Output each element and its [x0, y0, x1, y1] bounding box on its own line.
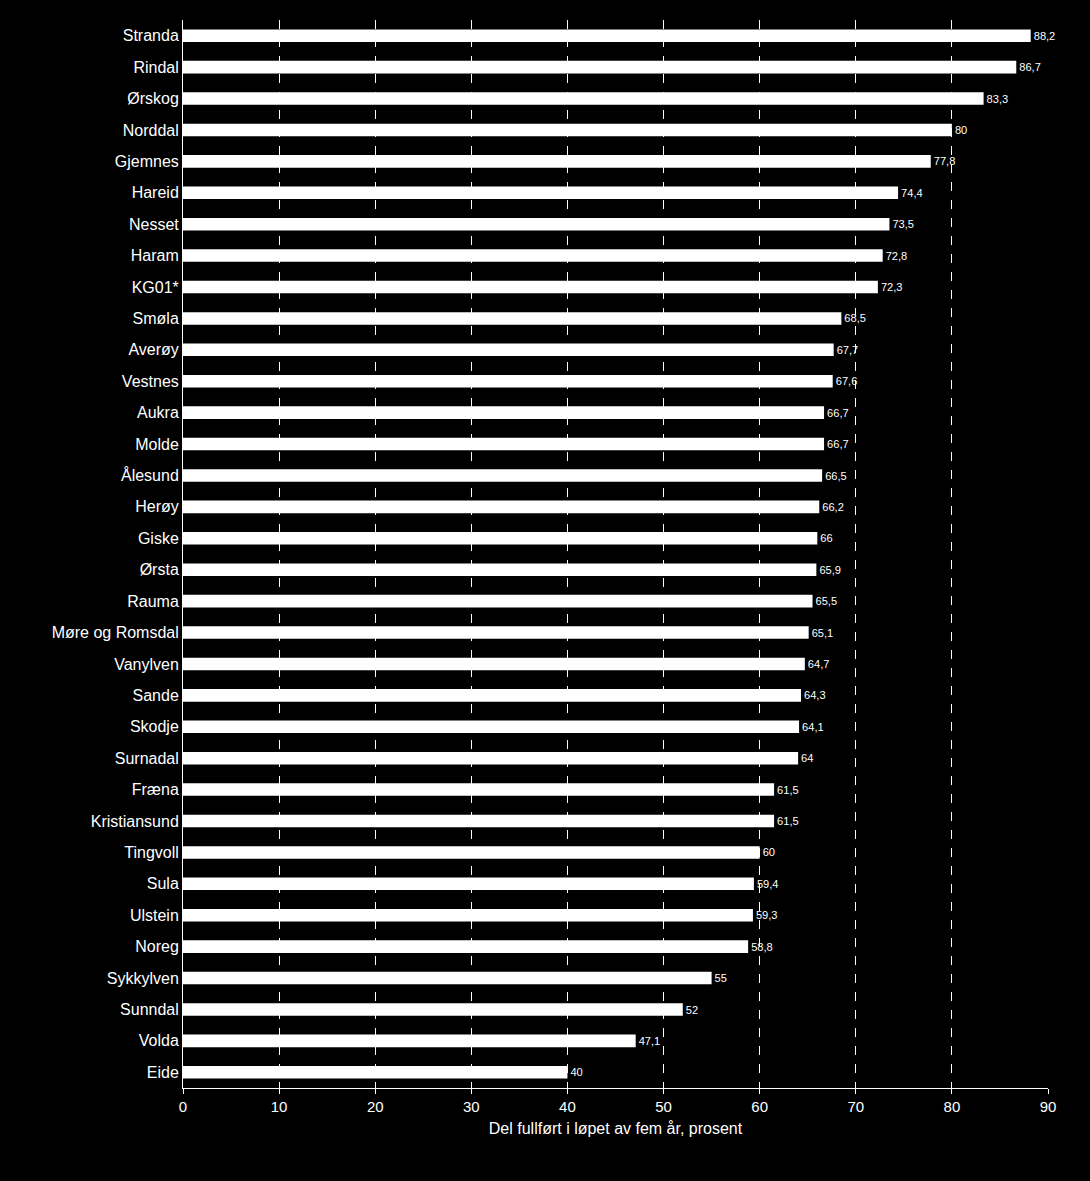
svg-text:80: 80: [955, 124, 967, 136]
svg-text:Kristiansund: Kristiansund: [91, 813, 179, 830]
svg-text:72,3: 72,3: [881, 281, 903, 293]
svg-text:40: 40: [559, 1098, 576, 1115]
svg-text:77,8: 77,8: [934, 155, 956, 167]
svg-text:68,5: 68,5: [844, 312, 866, 324]
svg-text:61,5: 61,5: [777, 815, 799, 827]
svg-text:64: 64: [801, 752, 813, 764]
svg-text:66,7: 66,7: [827, 407, 849, 419]
svg-text:Vanylven: Vanylven: [114, 656, 179, 673]
svg-text:Gjemnes: Gjemnes: [115, 153, 179, 170]
svg-text:Surnadal: Surnadal: [115, 750, 179, 767]
svg-text:67,7: 67,7: [837, 344, 859, 356]
svg-text:86,7: 86,7: [1019, 61, 1041, 73]
svg-text:Herøy: Herøy: [135, 498, 179, 515]
svg-text:Norddal: Norddal: [123, 122, 179, 139]
svg-text:Aukra: Aukra: [137, 404, 179, 421]
svg-text:66,2: 66,2: [822, 501, 844, 513]
svg-text:40: 40: [570, 1066, 582, 1078]
svg-text:Averøy: Averøy: [128, 341, 178, 358]
svg-text:Haram: Haram: [131, 247, 179, 264]
svg-text:64,1: 64,1: [802, 721, 824, 733]
svg-text:Sula: Sula: [147, 875, 179, 892]
svg-text:Eide: Eide: [147, 1064, 179, 1081]
svg-text:60: 60: [751, 1098, 768, 1115]
svg-text:65,1: 65,1: [812, 627, 834, 639]
svg-text:90: 90: [1040, 1098, 1057, 1115]
svg-text:65,9: 65,9: [819, 564, 841, 576]
svg-text:73,5: 73,5: [892, 218, 914, 230]
svg-text:55: 55: [715, 972, 727, 984]
svg-text:61,5: 61,5: [777, 784, 799, 796]
svg-text:80: 80: [944, 1098, 961, 1115]
svg-text:Sykkylven: Sykkylven: [107, 970, 179, 987]
svg-text:Volda: Volda: [139, 1032, 179, 1049]
svg-text:83,3: 83,3: [987, 93, 1009, 105]
svg-text:67,6: 67,6: [836, 375, 858, 387]
svg-text:52: 52: [686, 1004, 698, 1016]
svg-text:70: 70: [847, 1098, 864, 1115]
svg-text:74,4: 74,4: [901, 187, 923, 199]
svg-text:10: 10: [271, 1098, 288, 1115]
svg-text:Rindal: Rindal: [133, 59, 178, 76]
svg-text:58,8: 58,8: [751, 941, 773, 953]
svg-text:Giske: Giske: [138, 530, 179, 547]
svg-text:65,5: 65,5: [816, 595, 838, 607]
svg-text:Noreg: Noreg: [135, 938, 179, 955]
svg-text:60: 60: [763, 846, 775, 858]
svg-text:0: 0: [179, 1098, 187, 1115]
svg-text:66: 66: [820, 532, 832, 544]
svg-text:Fræna: Fræna: [132, 781, 179, 798]
svg-text:Tingvoll: Tingvoll: [124, 844, 179, 861]
svg-text:64,3: 64,3: [804, 689, 826, 701]
svg-text:Skodje: Skodje: [130, 718, 179, 735]
svg-text:Nesset: Nesset: [129, 216, 179, 233]
svg-text:Møre og Romsdal: Møre og Romsdal: [52, 624, 179, 641]
svg-text:Sande: Sande: [133, 687, 179, 704]
svg-text:Ulstein: Ulstein: [130, 907, 179, 924]
svg-text:30: 30: [463, 1098, 480, 1115]
svg-text:64,7: 64,7: [808, 658, 830, 670]
svg-text:Sunndal: Sunndal: [120, 1001, 179, 1018]
svg-text:Ørskog: Ørskog: [127, 90, 179, 107]
svg-text:Hareid: Hareid: [132, 184, 179, 201]
svg-text:Rauma: Rauma: [127, 593, 179, 610]
svg-text:72,8: 72,8: [886, 250, 908, 262]
svg-text:50: 50: [655, 1098, 672, 1115]
svg-text:Ørsta: Ørsta: [140, 561, 179, 578]
svg-text:66,7: 66,7: [827, 438, 849, 450]
svg-text:Del fullført i løpet av fem år: Del fullført i løpet av fem år, prosent: [489, 1120, 743, 1137]
svg-text:Ålesund: Ålesund: [121, 466, 179, 484]
svg-text:Smøla: Smøla: [133, 310, 179, 327]
svg-text:20: 20: [367, 1098, 384, 1115]
svg-text:KG01*: KG01*: [132, 279, 179, 296]
svg-text:Molde: Molde: [135, 436, 179, 453]
svg-text:59,4: 59,4: [757, 878, 779, 890]
svg-text:88,2: 88,2: [1034, 30, 1056, 42]
svg-text:47,1: 47,1: [639, 1035, 661, 1047]
svg-text:59,3: 59,3: [756, 909, 778, 921]
svg-text:Stranda: Stranda: [123, 27, 179, 44]
svg-text:66,5: 66,5: [825, 470, 847, 482]
svg-text:Vestnes: Vestnes: [122, 373, 179, 390]
